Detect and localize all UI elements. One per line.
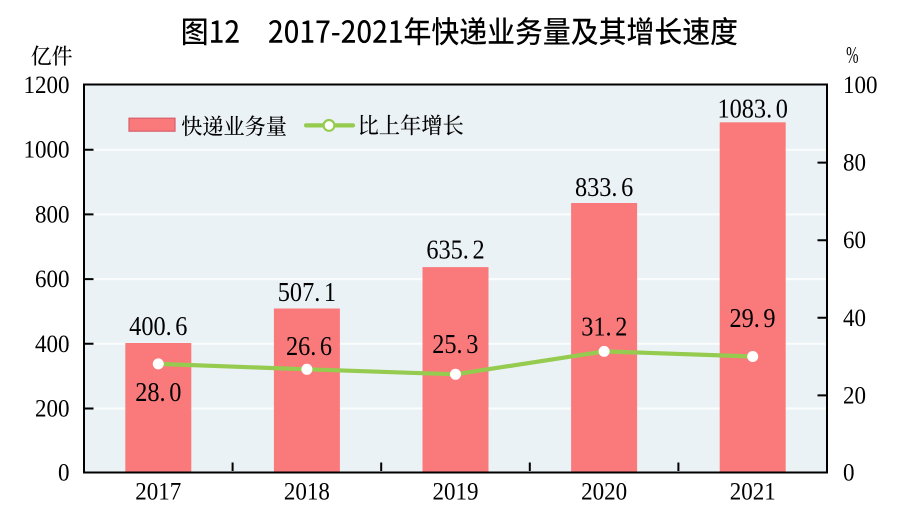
svg-text:600: 600 bbox=[35, 266, 70, 293]
svg-text:26.6: 26. 6 bbox=[286, 331, 332, 361]
svg-text:833.6: 833. 6 bbox=[575, 172, 633, 202]
svg-text:29.9: 29. 9 bbox=[729, 303, 775, 333]
svg-text:40: 40 bbox=[843, 305, 866, 332]
svg-text:635.2: 635. 2 bbox=[426, 235, 484, 265]
svg-text:2018: 2018 bbox=[284, 478, 330, 505]
svg-text:1000: 1000 bbox=[24, 137, 70, 164]
svg-text:20: 20 bbox=[843, 383, 866, 410]
svg-text:31.2: 31. 2 bbox=[581, 311, 627, 341]
svg-text:507.1: 507. 1 bbox=[278, 277, 336, 307]
svg-text:%: % bbox=[846, 43, 858, 69]
svg-text:100: 100 bbox=[843, 72, 878, 99]
svg-text:80: 80 bbox=[843, 150, 866, 177]
svg-text:25.3: 25. 3 bbox=[432, 329, 478, 359]
svg-text:0: 0 bbox=[58, 460, 70, 487]
svg-text:1200: 1200 bbox=[24, 72, 70, 99]
svg-text:2017: 2017 bbox=[135, 478, 181, 505]
svg-text:0: 0 bbox=[843, 460, 855, 487]
svg-text:800: 800 bbox=[35, 202, 70, 229]
svg-text:200: 200 bbox=[35, 396, 70, 423]
svg-text:1083.0: 1083. 0 bbox=[717, 93, 787, 123]
svg-text:2020: 2020 bbox=[581, 478, 627, 505]
svg-text:2019: 2019 bbox=[433, 478, 479, 505]
svg-text:2021: 2021 bbox=[730, 478, 776, 505]
svg-text:28.0: 28. 0 bbox=[135, 377, 181, 407]
svg-text:400: 400 bbox=[35, 331, 70, 358]
svg-text:400.6: 400. 6 bbox=[129, 311, 187, 341]
svg-text:60: 60 bbox=[843, 227, 866, 254]
